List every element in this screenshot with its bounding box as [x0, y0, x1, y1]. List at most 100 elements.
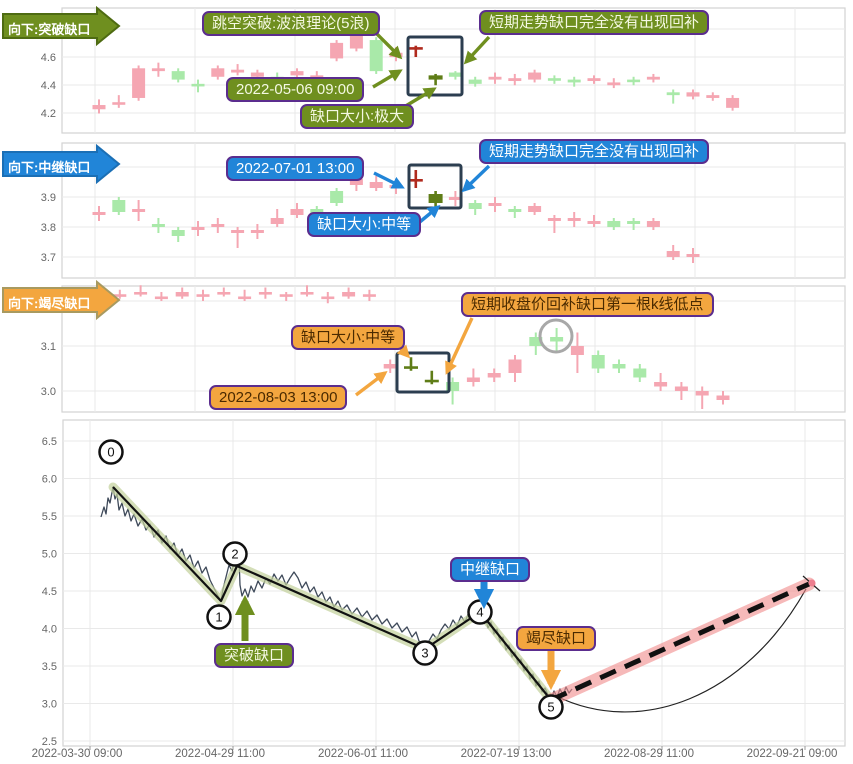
- candle-body: [528, 72, 542, 80]
- candle-body: [570, 346, 584, 355]
- candle-body: [666, 251, 680, 257]
- annotation-gap-size-3: 缺口大小:中等: [291, 325, 406, 350]
- candle-body: [528, 206, 542, 212]
- candle-body: [424, 379, 439, 383]
- candle: [290, 68, 304, 79]
- plot-frame[interactable]: [61, 7, 846, 134]
- candle: [132, 200, 146, 221]
- candle-body: [171, 230, 185, 236]
- annotation-arrow: [463, 35, 491, 65]
- candle-body: [134, 292, 148, 295]
- candle-body: [151, 224, 165, 227]
- candle: [587, 215, 601, 227]
- candle-body: [310, 75, 324, 79]
- candle: [591, 350, 605, 373]
- candle-body: [171, 71, 185, 80]
- candle: [191, 221, 205, 236]
- candle-body: [270, 218, 284, 224]
- candle: [321, 292, 335, 304]
- candle: [686, 89, 700, 100]
- candle-body: [342, 292, 356, 297]
- candle: [238, 289, 252, 301]
- candle-body: [113, 294, 127, 297]
- candle: [706, 92, 720, 101]
- candle: [674, 382, 688, 400]
- y-tick-label: 4.2: [41, 108, 56, 120]
- candle: [448, 71, 462, 80]
- candle-body: [191, 227, 205, 230]
- candle-body: [686, 254, 700, 257]
- candle-body: [488, 76, 502, 80]
- label-breakaway-gap: 突破缺口: [214, 643, 295, 668]
- plot-frame[interactable]: [61, 142, 846, 279]
- candle-body: [446, 382, 460, 391]
- annotation-backfill-note: 短期收盘价回补缺口第一根k线低点: [461, 292, 714, 317]
- candle-body: [330, 42, 344, 59]
- candle: [113, 289, 127, 299]
- candle: [547, 75, 561, 84]
- candle: [627, 76, 641, 86]
- candle: [428, 191, 443, 209]
- x-tick-label: 2022-03-30 09:00: [32, 748, 123, 760]
- plot-frame[interactable]: [62, 419, 846, 747]
- candle: [570, 332, 584, 373]
- candle: [654, 373, 668, 391]
- wave-number-circle: [206, 604, 232, 630]
- annotation-arrow: [445, 317, 474, 375]
- candle-body: [448, 72, 462, 77]
- annotation-arrow: [461, 164, 491, 193]
- y-tick-label: 2.5: [42, 736, 57, 748]
- candle-body: [238, 296, 252, 300]
- candle-body: [547, 78, 561, 81]
- y-tick-label: 5.0: [42, 549, 57, 561]
- candle-body: [112, 102, 126, 105]
- candle-body: [383, 364, 397, 369]
- candle-body: [290, 71, 304, 76]
- x-tick-label: 2022-09-21 09:00: [747, 748, 838, 760]
- candle: [424, 370, 439, 385]
- direction-arrow-shape: [2, 279, 121, 321]
- candle-body: [279, 294, 293, 297]
- plot-frame[interactable]: [61, 285, 846, 413]
- candle-body: [369, 40, 383, 72]
- candle-body: [633, 368, 647, 378]
- candle: [567, 76, 581, 87]
- candle: [191, 79, 205, 93]
- candle: [211, 218, 225, 233]
- candle-body: [250, 72, 264, 77]
- candle-body: [508, 78, 522, 82]
- candle-body: [154, 296, 168, 300]
- candle-body: [646, 221, 660, 227]
- candle-body: [695, 391, 709, 396]
- trend-line: [112, 486, 552, 701]
- candle: [428, 73, 443, 86]
- candle: [112, 95, 126, 108]
- candle-body: [607, 82, 621, 86]
- y-tick-label: 3.7: [41, 252, 56, 264]
- candle: [171, 68, 185, 83]
- candle-body: [567, 79, 581, 83]
- y-tick-label: 3.0: [41, 386, 56, 398]
- candle: [587, 75, 601, 84]
- candle: [547, 215, 561, 233]
- label-exhaustion-gap: 竭尽缺口: [516, 626, 597, 651]
- candle-body: [349, 34, 363, 49]
- candle: [466, 368, 480, 387]
- candle-body: [706, 95, 720, 98]
- candle-body: [591, 355, 605, 369]
- candle: [217, 287, 231, 297]
- backfill-highlight-circle: [538, 318, 574, 354]
- candle-body: [132, 68, 146, 98]
- candle-body: [151, 68, 165, 72]
- candle: [154, 292, 168, 301]
- candle: [279, 292, 293, 301]
- candle-body: [211, 224, 225, 227]
- candle-body: [508, 359, 522, 373]
- candle-body: [550, 337, 564, 342]
- annotation-no-backfill-2: 短期走势缺口完全没有出现回补: [479, 139, 710, 164]
- candle: [612, 359, 626, 373]
- candle-body: [92, 212, 106, 215]
- x-tick-label: 2022-07-19 13:00: [461, 748, 552, 760]
